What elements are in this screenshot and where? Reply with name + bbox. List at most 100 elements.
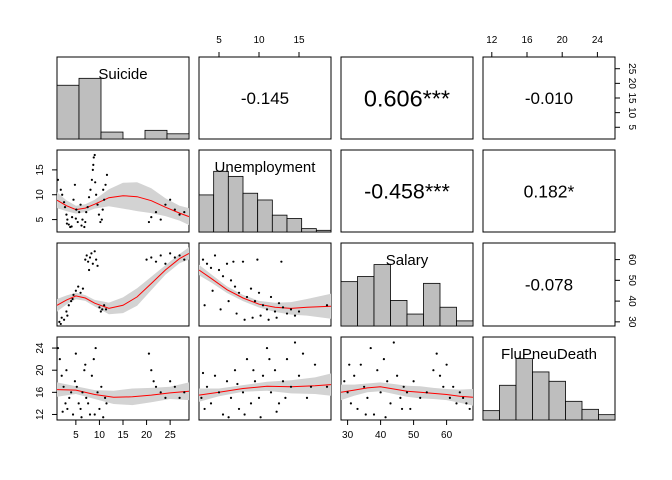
- data-point-salary-vs-unemployment-35: [232, 260, 235, 263]
- data-point-salary-vs-unemployment-4: [217, 268, 221, 272]
- data-point-flupneudeath-vs-suicide-5: [66, 407, 69, 411]
- data-point-salary-vs-unemployment-18: [273, 310, 277, 313]
- histogram-bar-unemployment-0: [198, 194, 215, 233]
- histogram-flupneudeath: [482, 358, 616, 421]
- data-point-salary-vs-unemployment-8: [233, 285, 237, 288]
- data-point-unemployment-vs-suicide-19: [86, 206, 89, 209]
- data-point-flupneudeath-vs-unemployment-2: [205, 385, 209, 388]
- data-point-flupneudeath-vs-salary-24: [432, 369, 435, 372]
- data-point-salary-vs-suicide-18: [95, 258, 98, 261]
- data-point-flupneudeath-vs-salary-17: [399, 396, 402, 399]
- data-point-flupneudeath-vs-salary-9: [372, 413, 376, 416]
- y-tick-label-suicide-20: 20: [626, 78, 637, 90]
- histogram-bar-flupneudeath-1: [499, 384, 517, 421]
- data-point-flupneudeath-vs-salary-31: [455, 402, 458, 405]
- data-point-flupneudeath-vs-unemployment-31: [227, 416, 230, 419]
- data-point-unemployment-vs-suicide-44: [154, 211, 158, 214]
- variable-name-flupneudeath: FluPneuDeath: [501, 346, 597, 363]
- data-point-flupneudeath-vs-salary-22: [419, 396, 422, 399]
- data-point-unemployment-vs-suicide-25: [94, 181, 97, 184]
- y-tick-label-unemployment-10: 10: [35, 189, 46, 201]
- data-point-flupneudeath-vs-salary-16: [396, 374, 399, 377]
- data-point-unemployment-vs-suicide-30: [100, 218, 103, 221]
- data-point-flupneudeath-vs-suicide-20: [94, 346, 97, 350]
- data-point-salary-vs-suicide-19: [96, 264, 99, 267]
- data-point-flupneudeath-vs-suicide-40: [61, 410, 64, 413]
- data-point-salary-vs-suicide-0: [58, 320, 61, 323]
- data-point-salary-vs-unemployment-34: [275, 316, 278, 319]
- data-point-unemployment-vs-suicide-43: [150, 215, 153, 219]
- y-tick-label-flupneudeath-20: 20: [35, 364, 46, 376]
- data-point-flupneudeath-vs-salary-8: [369, 346, 372, 350]
- histogram-bar-suicide-1: [78, 77, 102, 140]
- data-point-flupneudeath-vs-unemployment-17: [265, 346, 269, 350]
- data-point-flupneudeath-vs-unemployment-22: [285, 358, 289, 361]
- data-point-unemployment-vs-suicide-10: [72, 198, 75, 201]
- data-point-salary-vs-unemployment-11: [245, 295, 249, 299]
- data-point-salary-vs-unemployment-24: [297, 310, 301, 313]
- data-point-flupneudeath-vs-suicide-29: [147, 352, 151, 355]
- confidence-band-salary-vs-unemployment: [199, 264, 331, 319]
- correlation-label-unemployment-salary: -0.458***: [364, 180, 450, 204]
- data-point-flupneudeath-vs-suicide-7: [70, 391, 73, 394]
- data-point-flupneudeath-vs-suicide-4: [64, 402, 67, 405]
- data-point-salary-vs-suicide-8: [77, 285, 80, 288]
- histogram-bar-salary-0: [340, 281, 358, 327]
- data-point-flupneudeath-vs-unemployment-9: [233, 369, 237, 372]
- data-point-unemployment-vs-suicide-49: [178, 213, 181, 216]
- x-tick-label-suicide-25: 25: [165, 430, 177, 441]
- data-point-flupneudeath-vs-unemployment-27: [305, 396, 309, 399]
- data-point-unemployment-vs-suicide-39: [80, 224, 83, 227]
- data-point-flupneudeath-vs-unemployment-35: [201, 371, 205, 375]
- data-point-flupneudeath-vs-suicide-21: [96, 391, 99, 394]
- data-point-unemployment-vs-suicide-2: [61, 193, 64, 196]
- data-point-flupneudeath-vs-salary-27: [442, 385, 445, 388]
- data-point-salary-vs-unemployment-9: [237, 291, 241, 294]
- data-point-flupneudeath-vs-suicide-31: [152, 380, 155, 383]
- data-point-flupneudeath-vs-unemployment-13: [249, 402, 253, 405]
- data-point-flupneudeath-vs-suicide-25: [103, 396, 107, 399]
- data-point-salary-vs-suicide-24: [104, 308, 108, 311]
- data-point-salary-vs-unemployment-1: [205, 262, 209, 265]
- data-point-unemployment-vs-suicide-40: [65, 222, 68, 225]
- data-point-salary-vs-suicide-2: [62, 318, 66, 321]
- data-point-flupneudeath-vs-unemployment-34: [275, 410, 278, 413]
- data-point-salary-vs-suicide-17: [93, 250, 96, 253]
- panel-frame-salary-unemployment: [198, 242, 332, 327]
- data-point-flupneudeath-vs-unemployment-16: [261, 374, 265, 377]
- data-point-unemployment-vs-suicide-38: [84, 220, 87, 224]
- histogram-bar-flupneudeath-0: [482, 410, 500, 421]
- data-point-flupneudeath-vs-salary-12: [382, 358, 385, 361]
- data-point-flupneudeath-vs-unemployment-10: [237, 407, 241, 411]
- correlation-label-suicide-unemployment: -0.145: [241, 89, 289, 108]
- scatter-panel-flupneudeath-vs-suicide: [56, 346, 190, 419]
- data-point-flupneudeath-vs-suicide-35: [169, 380, 172, 383]
- scatter-panel-flupneudeath-vs-salary: [340, 341, 474, 419]
- data-point-flupneudeath-vs-unemployment-12: [245, 358, 249, 361]
- data-point-salary-vs-suicide-7: [74, 289, 77, 292]
- data-point-flupneudeath-vs-suicide-19: [92, 358, 95, 361]
- data-point-salary-vs-unemployment-29: [235, 312, 238, 315]
- data-point-flupneudeath-vs-suicide-23: [100, 385, 103, 388]
- data-point-flupneudeath-vs-salary-11: [379, 391, 382, 394]
- data-point-salary-vs-suicide-3: [65, 310, 68, 313]
- data-point-flupneudeath-vs-suicide-27: [74, 352, 77, 355]
- data-point-salary-vs-unemployment-7: [229, 279, 233, 282]
- data-point-flupneudeath-vs-unemployment-32: [243, 413, 246, 416]
- data-point-flupneudeath-vs-unemployment-38: [268, 358, 271, 361]
- data-point-unemployment-vs-suicide-17: [83, 225, 86, 229]
- data-point-salary-vs-suicide-12: [85, 254, 88, 257]
- data-point-flupneudeath-vs-unemployment-29: [313, 363, 317, 366]
- y-tick-label-unemployment-15: 15: [35, 164, 46, 176]
- data-point-flupneudeath-vs-suicide-17: [88, 413, 92, 416]
- data-point-flupneudeath-vs-unemployment-37: [252, 369, 255, 372]
- histogram-bar-flupneudeath-2: [515, 358, 533, 421]
- data-point-salary-vs-suicide-36: [178, 254, 181, 257]
- data-point-salary-vs-unemployment-2: [209, 266, 213, 269]
- data-point-flupneudeath-vs-salary-23: [425, 391, 428, 394]
- histogram-bar-flupneudeath-4: [548, 380, 566, 421]
- data-point-flupneudeath-vs-salary-20: [409, 407, 412, 411]
- panel-frame-salary-flupneudeath: [482, 242, 616, 327]
- data-point-unemployment-vs-suicide-6: [66, 218, 69, 221]
- data-point-salary-vs-suicide-30: [150, 256, 153, 259]
